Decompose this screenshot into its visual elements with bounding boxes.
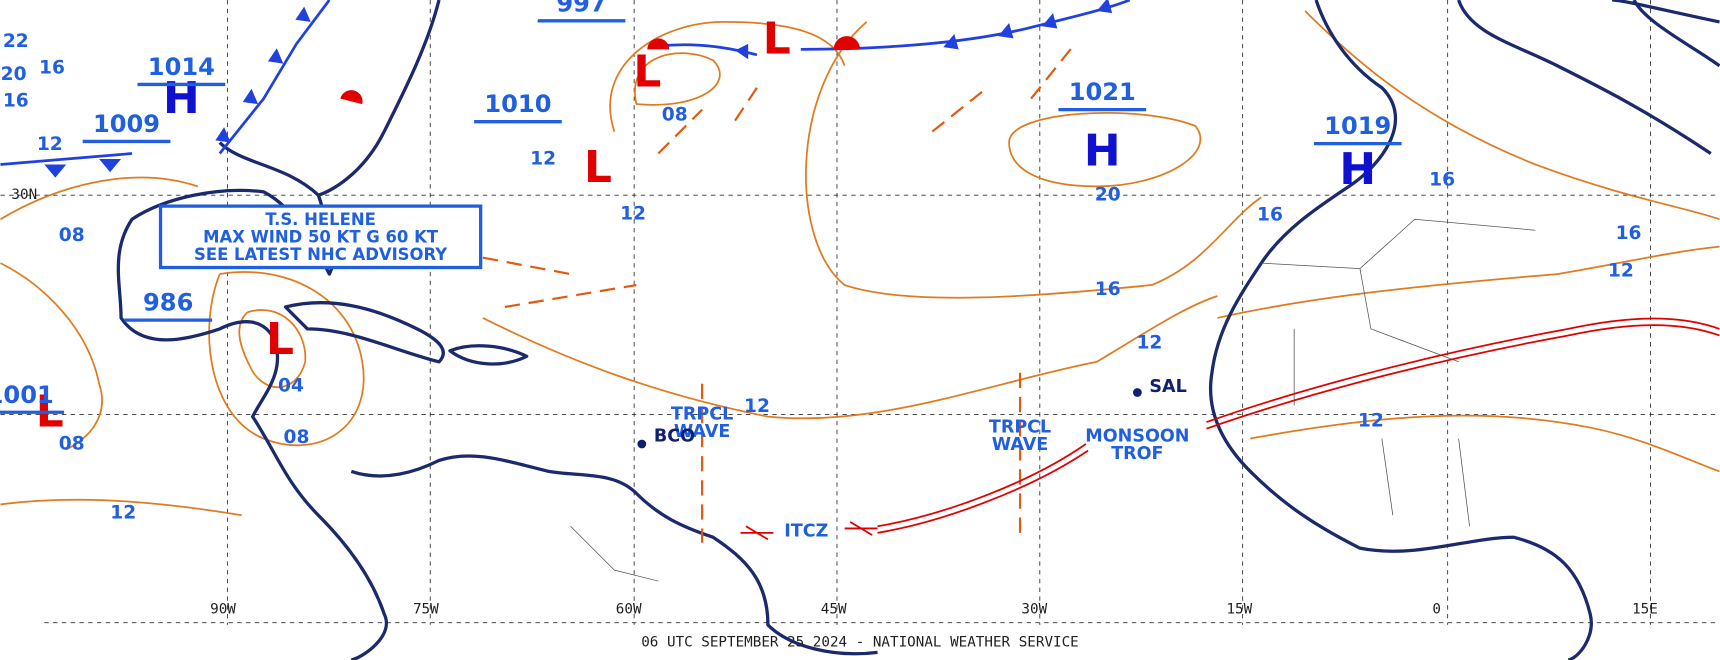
labels: 90W 75W 60W 45W 30W 15W 0 15E 30N 06 UTC SEPTEMBE… bbox=[0, 0, 1658, 650]
longitude-label: 15E bbox=[1632, 602, 1658, 618]
central-pressure: 1021 bbox=[1069, 78, 1136, 106]
center-letter: L bbox=[584, 142, 612, 193]
longitude-label: 30W bbox=[1021, 602, 1047, 618]
longitude-label: 45W bbox=[821, 602, 847, 618]
storm-advisory: SEE LATEST NHC ADVISORY bbox=[194, 245, 448, 264]
central-pressure: 1010 bbox=[484, 90, 551, 118]
longitude-label: 15W bbox=[1226, 602, 1252, 618]
isobar-label: 12 bbox=[1136, 333, 1162, 354]
feature-label: TRPCL bbox=[989, 418, 1051, 438]
isobar-label: 12 bbox=[1358, 410, 1384, 431]
isobar-label: 12 bbox=[37, 134, 63, 155]
isobar-label: 12 bbox=[620, 203, 646, 224]
isobar-label: 12 bbox=[530, 148, 556, 169]
feature-label: TROF bbox=[1111, 444, 1163, 464]
center-letter: L bbox=[266, 314, 294, 365]
central-pressure: 1014 bbox=[148, 53, 215, 81]
isobar-label: 12 bbox=[1608, 260, 1634, 281]
longitude-label: 90W bbox=[210, 602, 236, 618]
isobar-label: 04 bbox=[278, 375, 304, 396]
isobar-label: 08 bbox=[662, 105, 688, 126]
storm-advisory: T.S. HELENE bbox=[265, 210, 375, 229]
feature-label: WAVE bbox=[992, 435, 1048, 455]
isobar-label: 20 bbox=[1, 64, 27, 85]
center-letter: L bbox=[763, 14, 791, 65]
longitude-label: 75W bbox=[413, 602, 439, 618]
feature-label: MONSOON bbox=[1085, 426, 1189, 446]
isobar-label: 16 bbox=[39, 57, 65, 78]
central-pressure: 986 bbox=[143, 289, 193, 317]
fronts bbox=[0, 0, 1720, 543]
footer: 06 UTC SEPTEMBER 25 2024 - NATIONAL WEAT… bbox=[641, 634, 1079, 650]
storm-advisory: MAX WIND 50 KT G 60 KT bbox=[203, 227, 439, 246]
isobars bbox=[0, 10, 1720, 517]
isobar-label: 16 bbox=[1257, 204, 1283, 225]
feature-label: WAVE bbox=[674, 422, 730, 442]
isobar-label: 08 bbox=[59, 434, 85, 455]
central-pressure: 997 bbox=[556, 0, 606, 17]
isobar-label: 16 bbox=[3, 90, 29, 111]
isobar-label: 16 bbox=[1616, 223, 1642, 244]
center-letter: H bbox=[1084, 125, 1121, 176]
central-pressure: 1009 bbox=[93, 110, 160, 138]
coastlines bbox=[116, 0, 1720, 660]
isobar-label: 12 bbox=[110, 503, 136, 524]
longitude-label: 0 bbox=[1432, 602, 1441, 618]
isobar-label: 20 bbox=[1095, 185, 1121, 206]
isobar-label: 12 bbox=[744, 396, 770, 417]
station-plots bbox=[637, 388, 1142, 449]
central-pressure: 1019 bbox=[1324, 112, 1391, 140]
isobar-label: 08 bbox=[59, 225, 85, 246]
latitude-label: 30N bbox=[11, 187, 37, 203]
central-pressure: 1001 bbox=[0, 381, 54, 409]
isobar-label: 16 bbox=[1429, 169, 1455, 190]
feature-label: SAL bbox=[1149, 377, 1186, 397]
borders bbox=[570, 218, 1536, 582]
feature-label: TRPCL bbox=[671, 404, 733, 424]
center-letter: H bbox=[163, 73, 200, 124]
isobar-label: 22 bbox=[3, 31, 29, 52]
longitude-label: 60W bbox=[616, 602, 642, 618]
feature-label: BCO bbox=[654, 426, 695, 446]
isobar-label: 08 bbox=[284, 427, 310, 448]
center-letter: H bbox=[1339, 144, 1376, 195]
grid bbox=[0, 0, 1720, 625]
storm-box bbox=[158, 204, 483, 270]
feature-label: ITCZ bbox=[784, 522, 828, 542]
isobar-label: 16 bbox=[1095, 279, 1121, 300]
center-letter: L bbox=[633, 47, 661, 98]
